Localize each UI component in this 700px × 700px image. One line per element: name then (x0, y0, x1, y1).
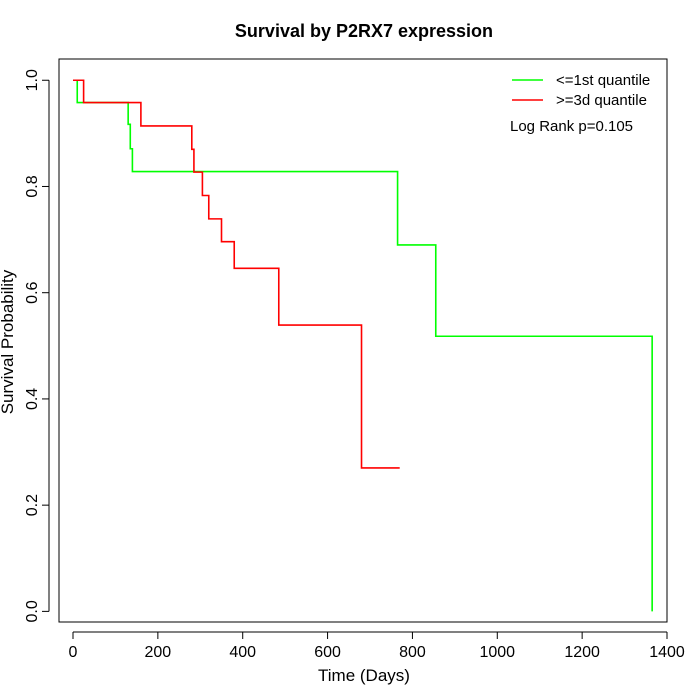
y-tick-label: 0.2 (24, 494, 41, 516)
x-tick-label: 200 (145, 644, 172, 661)
y-tick-label: 0.6 (24, 281, 41, 303)
y-tick-label: 0.0 (24, 600, 41, 622)
x-tick-label: 1400 (649, 644, 685, 661)
y-axis-label: Survival Probability (0, 269, 17, 414)
y-axis: 0.0 0.2 0.4 0.6 0.8 1.0 (24, 69, 50, 623)
y-tick-label: 1.0 (24, 69, 41, 91)
plot-frame (58, 58, 668, 623)
x-tick-label: 0 (69, 644, 78, 661)
x-tick-label: 1000 (479, 644, 515, 661)
series-line-1 (73, 79, 653, 612)
x-tick-label: 600 (314, 644, 341, 661)
series-line-2 (73, 79, 400, 469)
x-axis: 0 200 400 600 800 1000 1200 1400 (69, 631, 685, 661)
x-tick-label: 800 (399, 644, 426, 661)
x-axis-label: Time (Days) (318, 666, 410, 685)
legend-label-2: >=3d quantile (556, 92, 647, 109)
y-tick-label: 0.8 (24, 175, 41, 197)
legend-label-1: <=1st quantile (556, 72, 650, 89)
x-tick-label: 1200 (564, 644, 600, 661)
y-tick-label: 0.4 (24, 388, 41, 410)
chart-title: Survival by P2RX7 expression (235, 21, 493, 41)
series-layer (73, 79, 653, 612)
x-tick-label: 400 (229, 644, 256, 661)
legend: <=1st quantile >=3d quantile (512, 72, 650, 109)
log-rank-annotation: Log Rank p=0.105 (510, 118, 633, 135)
